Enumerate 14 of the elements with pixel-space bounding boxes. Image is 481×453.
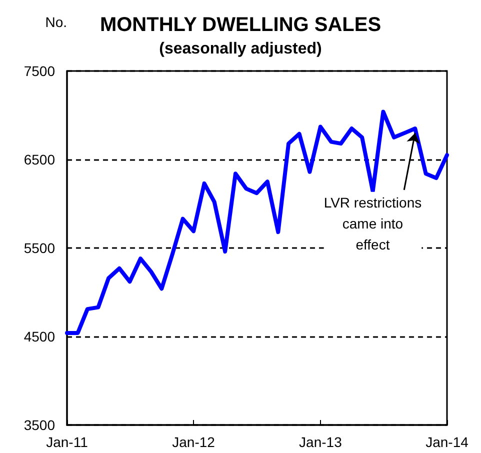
x-tick-label: Jan-11 xyxy=(46,434,88,450)
y-tick-label: 4500 xyxy=(24,328,56,344)
chart-subtitle: (seasonally adjusted) xyxy=(159,40,322,58)
chart-title: MONTHLY DWELLING SALES xyxy=(100,14,382,36)
y-tick-label: 3500 xyxy=(24,417,56,433)
y-axis-title: No. xyxy=(45,14,67,30)
y-tick-label: 5500 xyxy=(24,240,56,256)
y-tick-label: 7500 xyxy=(24,63,56,79)
x-tick-label: Jan-12 xyxy=(172,434,216,450)
x-tick-label: Jan-14 xyxy=(426,434,469,450)
y-tick-label: 6500 xyxy=(24,152,56,168)
annotation: LVR restrictions came into effect xyxy=(324,194,422,252)
x-tick-label: Jan-13 xyxy=(299,434,342,450)
line-series xyxy=(65,110,449,335)
